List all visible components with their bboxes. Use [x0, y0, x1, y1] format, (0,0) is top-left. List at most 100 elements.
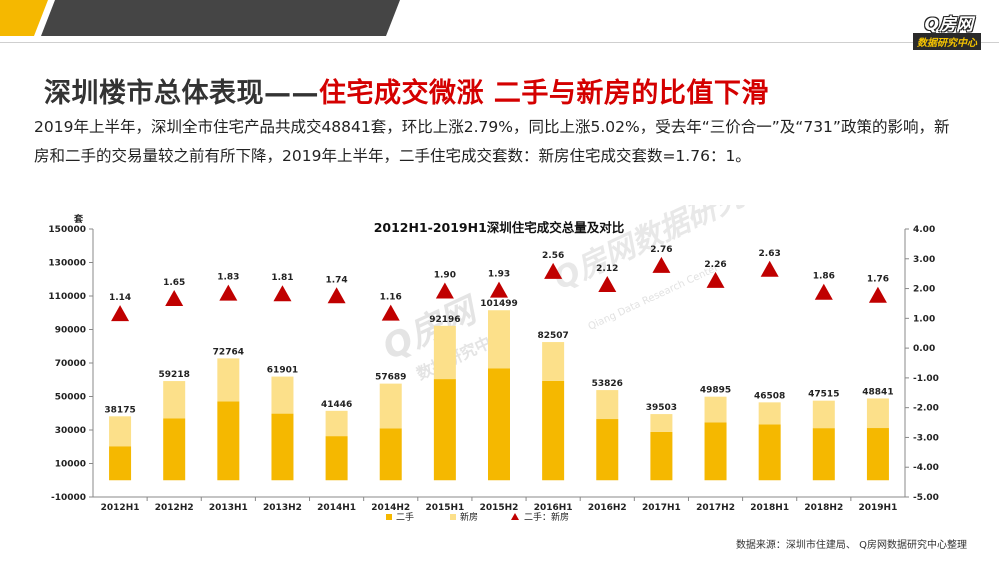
- y-axis-unit: 套: [74, 213, 84, 225]
- bar-ershou: [758, 424, 781, 481]
- ratio-label: 1.65: [163, 278, 185, 288]
- ratio-label: 1.86: [813, 272, 835, 282]
- y-tick-label: -10000: [51, 493, 86, 503]
- x-tick-label: 2013H2: [263, 503, 302, 513]
- ratio-label: 1.90: [434, 271, 456, 281]
- legend-label-xinfang: 新房: [460, 511, 478, 523]
- y2-tick-label: 1.00: [913, 314, 935, 324]
- bar-xinfang: [866, 398, 889, 429]
- total-label: 101499: [480, 299, 518, 309]
- y2-tick-label: -5.00: [913, 493, 939, 503]
- bar-ershou: [271, 413, 294, 481]
- ratio-marker: [381, 304, 400, 321]
- bar-xinfang: [650, 414, 673, 432]
- bar-ershou: [488, 368, 510, 481]
- bar-xinfang: [271, 376, 294, 414]
- ratio-marker: [273, 285, 292, 302]
- page-title: 深圳楼市总体表现——住宅成交微涨 二手与新房的比值下滑: [44, 71, 769, 110]
- ratio-label: 2.63: [759, 249, 781, 259]
- y-tick-label: 30000: [55, 426, 86, 436]
- total-label: 82507: [537, 331, 568, 341]
- y2-tick-label: 3.00: [913, 255, 935, 265]
- bar-ershou: [812, 428, 835, 481]
- total-label: 46508: [754, 391, 785, 401]
- ratio-label: 2.56: [542, 251, 564, 261]
- bar-xinfang: [325, 410, 348, 437]
- ratio-marker: [598, 275, 617, 292]
- title-part-2: 住宅成交微涨 二手与新房的比值下滑: [319, 78, 769, 109]
- total-label: 61901: [267, 366, 298, 376]
- qfang-logo: Q房网 数据研究中心: [887, 6, 987, 50]
- ratio-marker: [706, 271, 725, 288]
- x-tick-label: 2012H2: [155, 503, 194, 513]
- legend-swatch-ershou: [386, 514, 392, 520]
- x-tick-label: 2014H2: [371, 503, 410, 513]
- bar-xinfang: [704, 396, 727, 423]
- title-part-1: 深圳楼市总体表现——: [44, 78, 319, 109]
- top-banner: [0, 0, 999, 43]
- x-tick-label: 2015H1: [425, 503, 464, 513]
- x-tick-label: 2018H1: [750, 503, 789, 513]
- legend-label-ratio: 二手：新房: [524, 511, 569, 523]
- total-label: 47515: [808, 390, 839, 400]
- y-tick-label: 130000: [48, 259, 86, 269]
- summary-paragraph: 2019年上半年，深圳全市住宅产品共成交48841套，环比上涨2.79%，同比上…: [34, 118, 950, 165]
- ratio-marker: [544, 262, 563, 279]
- ratio-marker: [435, 282, 454, 299]
- bar-xinfang: [379, 383, 402, 429]
- ratio-label: 1.74: [325, 275, 347, 285]
- ratio-marker: [868, 286, 887, 303]
- ratio-label: 1.83: [217, 273, 239, 283]
- ratio-label: 1.81: [271, 273, 293, 283]
- total-label: 49895: [700, 386, 731, 396]
- x-tick-label: 2017H1: [642, 503, 681, 513]
- y2-tick-label: -4.00: [913, 463, 939, 473]
- bar-xinfang: [217, 358, 240, 402]
- total-label: 72764: [213, 347, 244, 357]
- ratio-label: 2.26: [704, 260, 726, 270]
- bar-ershou: [379, 428, 402, 481]
- bar-ershou: [596, 419, 619, 481]
- total-label: 92196: [429, 315, 460, 325]
- bar-ershou: [217, 401, 240, 481]
- logo-subtext: 数据研究中心: [913, 33, 981, 50]
- bar-xinfang: [596, 390, 619, 420]
- y2-tick-label: -2.00: [913, 404, 939, 414]
- total-label: 39503: [646, 403, 677, 413]
- y-tick-label: 50000: [55, 393, 86, 403]
- total-label: 59218: [159, 370, 190, 380]
- legend-marker-ratio: [511, 513, 519, 520]
- y-tick-label: 10000: [55, 460, 86, 470]
- legend-label-ershou: 二手: [396, 511, 414, 523]
- ratio-marker: [652, 256, 671, 273]
- x-tick-label: 2012H1: [101, 503, 140, 513]
- bar-xinfang: [488, 310, 510, 369]
- ratio-marker: [111, 305, 130, 322]
- bar-xinfang: [433, 325, 456, 380]
- bar-xinfang: [542, 342, 565, 381]
- x-tick-label: 2017H2: [696, 503, 735, 513]
- ratio-label: 1.16: [380, 293, 402, 303]
- y2-tick-label: -1.00: [913, 374, 939, 384]
- x-tick-label: 2016H2: [588, 503, 627, 513]
- bar-ershou: [109, 446, 132, 481]
- y2-tick-label: 0.00: [913, 344, 935, 354]
- bar-ershou: [325, 436, 348, 481]
- total-label: 41446: [321, 400, 352, 410]
- ratio-label: 2.76: [650, 245, 672, 255]
- ratio-label: 2.12: [596, 264, 618, 274]
- total-label: 57689: [375, 373, 406, 383]
- ratio-label: 1.14: [109, 293, 131, 303]
- y2-tick-label: 2.00: [913, 285, 935, 295]
- ratio-marker: [219, 284, 238, 301]
- bar-xinfang: [109, 416, 132, 447]
- bar-ershou: [163, 418, 186, 481]
- chart-title: 2012H1-2019H1深圳住宅成交总量及对比: [374, 220, 625, 235]
- ratio-marker: [814, 283, 833, 300]
- x-tick-label: 2014H1: [317, 503, 356, 513]
- logo-text: Q房网: [924, 15, 973, 35]
- x-tick-label: 2018H2: [804, 503, 843, 513]
- y-tick-label: 90000: [55, 326, 86, 336]
- x-tick-label: 2019H1: [859, 503, 898, 513]
